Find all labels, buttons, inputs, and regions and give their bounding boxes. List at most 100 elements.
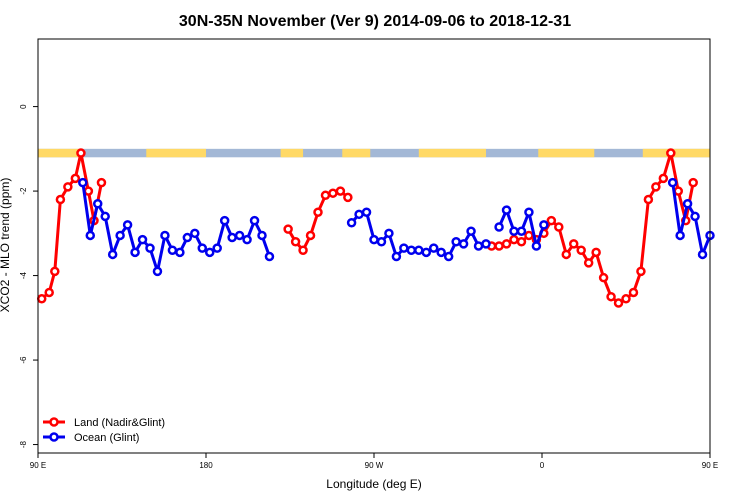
series-land-line-2 (491, 151, 695, 305)
series-ocean-point-1-8 (406, 245, 417, 255)
band-land-3 (342, 148, 371, 158)
x-tick-label-1: 180 (199, 461, 213, 470)
series-ocean-point-3-2 (682, 199, 693, 209)
series-ocean-point-1-12 (436, 247, 446, 258)
legend: Land (Nadir&Glint) Ocean (Glint) (43, 417, 165, 444)
series-ocean-point-0-1 (85, 230, 96, 241)
series-ocean-point-1-2 (361, 207, 372, 217)
series-ocean-point-3-1 (675, 230, 685, 241)
series-ocean-point-1-0 (346, 218, 357, 228)
series-ocean-point-0-0 (78, 177, 88, 188)
series-ocean-point-2-2 (509, 226, 519, 236)
series-land (36, 148, 698, 308)
series-land-point-2-8 (546, 215, 557, 226)
series-ocean-point-0-6 (122, 220, 133, 230)
legend-land-marker (49, 417, 59, 427)
series-land-point-0-6 (76, 148, 86, 158)
plot-frame (37, 38, 711, 454)
series-ocean-point-1-5 (384, 228, 394, 239)
series-land-point-2-23 (658, 173, 669, 184)
y-tick-label-4: -8 (19, 440, 28, 448)
band-land-6 (642, 148, 710, 158)
x-tick-label-2: 90 W (365, 461, 384, 470)
series-land-line-0 (40, 151, 103, 300)
series-land-point-2-21 (643, 194, 654, 205)
series-ocean-point-0-20 (227, 232, 237, 243)
y-tick-label-0: 0 (19, 104, 28, 109)
series-ocean-point-2-0 (494, 222, 504, 232)
series-land-point-0-3 (55, 194, 66, 205)
band-land-4 (418, 148, 486, 158)
series-ocean-point-2-6 (539, 220, 549, 230)
series-ocean-point-1-17 (473, 241, 484, 251)
series-land-point-1-7 (335, 186, 346, 196)
series-land-point-2-2 (501, 239, 512, 249)
surface-type-band (38, 148, 710, 158)
series-land-point-2-20 (636, 266, 646, 277)
chart-title: 30N-35N November (Ver 9) 2014-09-06 to 2… (179, 13, 571, 30)
series-land-point-2-12 (576, 245, 586, 255)
x-tick-label-0: 90 E (30, 461, 46, 470)
series-ocean-point-0-19 (219, 215, 230, 226)
series-ocean-point-0-11 (160, 230, 170, 241)
x-axis-label: Longitude (deg E) (326, 477, 421, 491)
series-land-point-1-1 (290, 237, 301, 247)
series-land-point-1-4 (313, 207, 323, 217)
series-ocean-point-3-4 (697, 249, 708, 260)
series-land-point-2-13 (583, 258, 594, 268)
series-ocean-point-0-18 (212, 243, 222, 253)
series-ocean (78, 177, 715, 277)
series-ocean-point-0-14 (182, 232, 193, 243)
series-ocean-point-0-21 (234, 230, 245, 241)
series-land-point-2-16 (606, 291, 616, 302)
series-land-point-2-9 (554, 222, 564, 232)
series-ocean-point-1-3 (369, 234, 379, 245)
series-ocean-point-3-0 (667, 177, 678, 188)
series-land-point-2-25 (673, 186, 684, 196)
series-land-point-2-22 (651, 182, 661, 192)
legend-land-label: Land (Nadir&Glint) (74, 417, 165, 429)
series-ocean-point-0-22 (242, 234, 252, 245)
series-land-point-2-27 (688, 177, 698, 188)
series-land-point-1-0 (283, 224, 293, 234)
series-land-point-0-4 (63, 182, 73, 192)
series-ocean-point-1-7 (399, 243, 409, 253)
y-tick-label-2: -4 (19, 271, 28, 279)
series-land-point-2-4 (516, 237, 527, 247)
series-ocean-point-0-7 (130, 247, 140, 258)
series-ocean-point-0-3 (100, 211, 110, 222)
series-ocean-point-0-23 (249, 215, 260, 226)
series-ocean-point-0-17 (204, 247, 215, 258)
series-land-point-1-3 (305, 230, 316, 241)
series-ocean-point-1-9 (414, 245, 424, 255)
series-ocean-point-1-14 (451, 237, 461, 247)
series-ocean-point-0-10 (152, 266, 163, 277)
band-land-0 (38, 148, 81, 158)
band-land-5 (538, 148, 595, 158)
series-ocean-point-1-13 (443, 251, 454, 262)
series-land-point-0-1 (44, 287, 54, 298)
series-ocean-point-0-4 (107, 249, 118, 260)
series-ocean-point-0-9 (145, 243, 155, 253)
series-ocean-point-2-5 (531, 241, 542, 251)
series-land-point-1-8 (343, 192, 353, 203)
axes: 90 E 180 90 W 0 90 E 0 -2 -4 -6 -8 (19, 104, 718, 470)
legend-ocean-label: Ocean (Glint) (74, 432, 139, 444)
series-ocean-point-0-2 (92, 199, 103, 209)
series-land-point-2-15 (598, 272, 609, 283)
series-land-point-0-0 (36, 294, 47, 304)
series-ocean-point-0-12 (167, 245, 178, 255)
x-tick-label-3: 0 (540, 461, 545, 470)
series-ocean-point-1-4 (376, 237, 387, 247)
series-land-point-0-5 (70, 173, 81, 184)
x-tick-label-4: 90 E (702, 461, 718, 470)
series-land-point-2-24 (666, 148, 676, 158)
series-land-point-0-2 (50, 266, 60, 277)
series-land-point-1-2 (298, 245, 308, 255)
series-ocean-point-1-6 (391, 251, 402, 262)
y-axis-label: XCO2 - MLO trend (ppm) (0, 178, 12, 313)
series-land-point-2-10 (561, 249, 572, 260)
series-ocean-point-0-8 (137, 234, 148, 245)
series-land-point-2-5 (524, 230, 534, 241)
